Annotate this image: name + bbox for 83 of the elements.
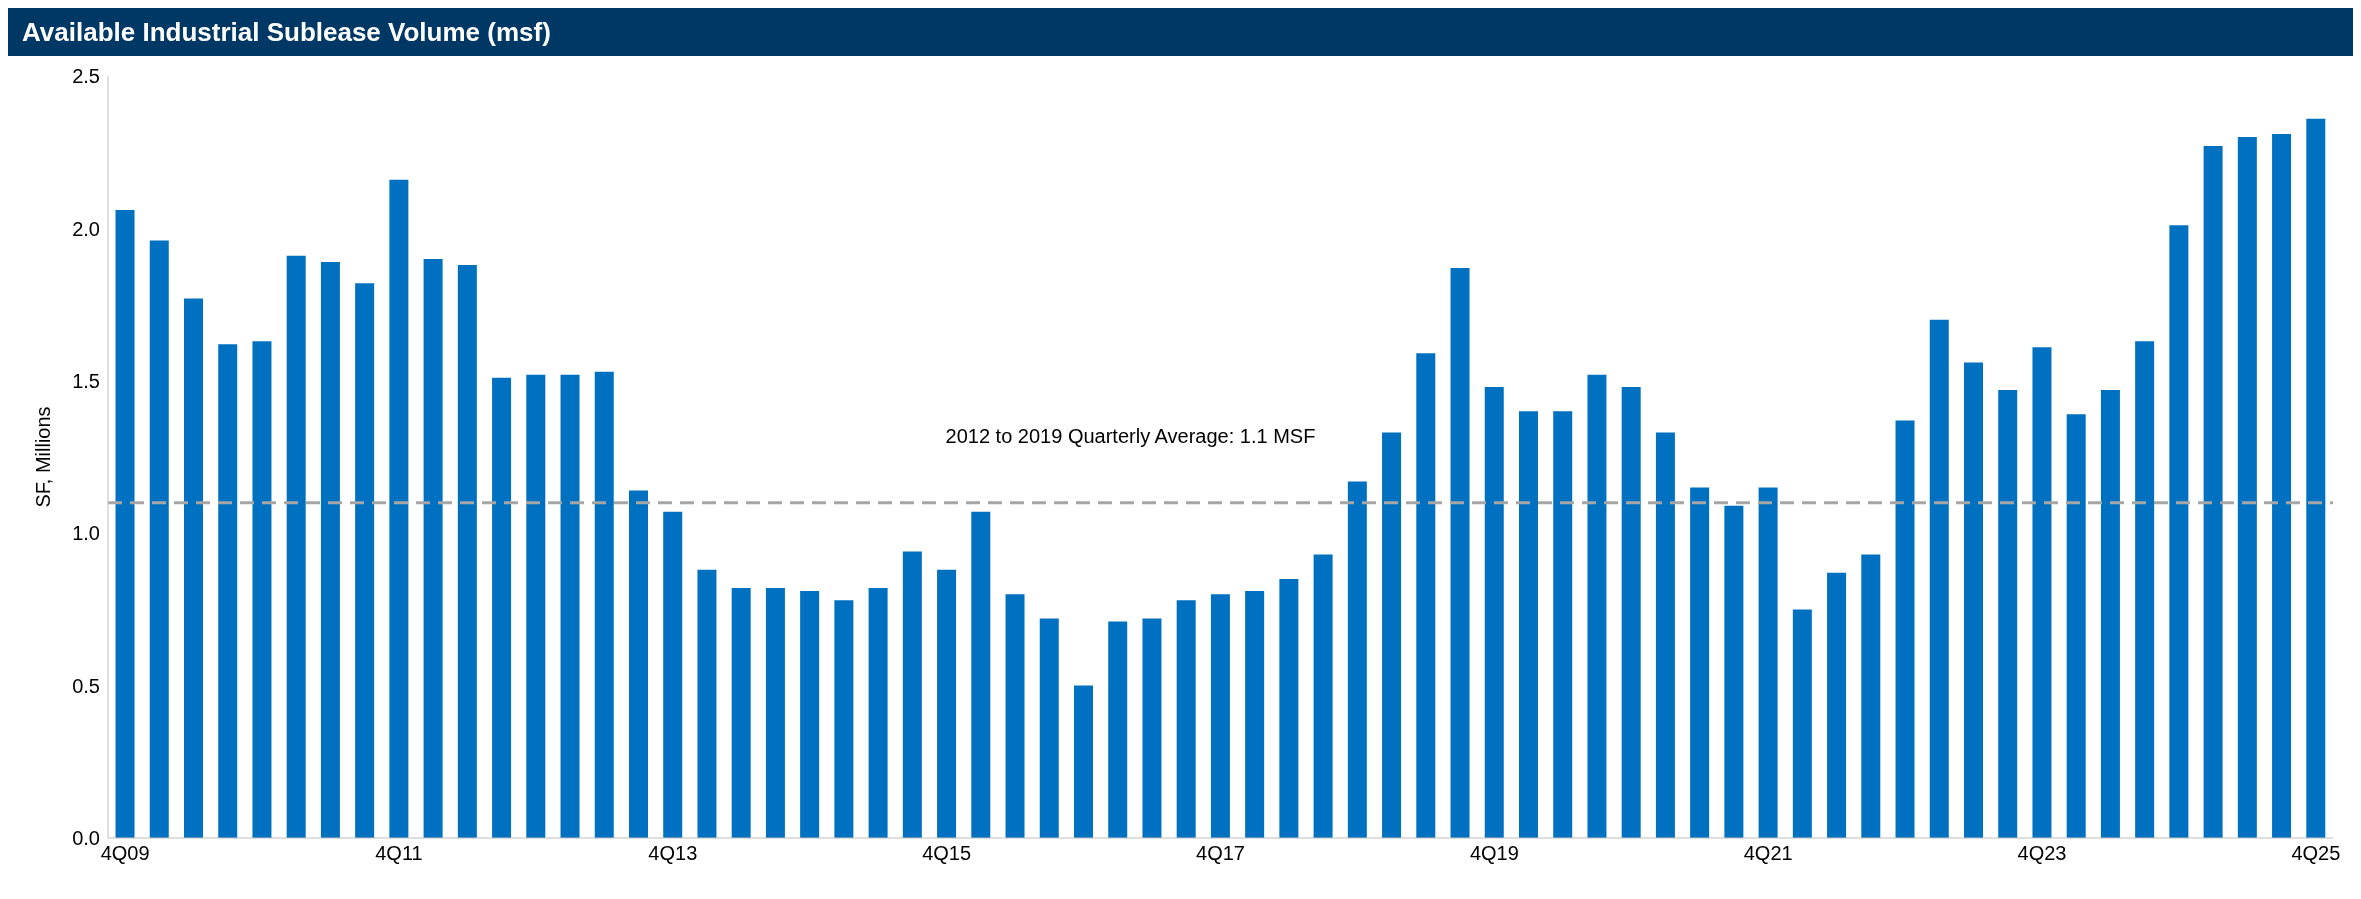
bar [663, 511, 683, 838]
bar [1279, 578, 1299, 838]
bar [868, 588, 888, 838]
bar [2272, 133, 2292, 838]
bar [2306, 118, 2326, 838]
bar [1176, 600, 1196, 838]
bar [1895, 420, 1915, 838]
x-tick-label: 4Q25 [2291, 842, 2341, 865]
chart-title: Available Industrial Sublease Volume (msf) [8, 8, 2353, 56]
y-tick-label: 0.5 [72, 674, 100, 697]
x-tick-label: 4Q19 [1469, 842, 1519, 865]
bar [1484, 386, 1504, 838]
bar [2203, 146, 2223, 838]
bar [697, 569, 717, 838]
x-tick-label: 4Q09 [100, 842, 150, 865]
bar [115, 210, 135, 838]
bar [286, 255, 306, 838]
bar [1347, 481, 1367, 838]
bar [1005, 594, 1025, 838]
x-tick-label: 4Q11 [375, 842, 423, 865]
bar [1792, 609, 1812, 838]
bar [765, 588, 785, 838]
bar [1758, 487, 1778, 838]
bar [1553, 411, 1573, 838]
bar [1416, 353, 1436, 838]
bar [1929, 319, 1949, 838]
bar [1963, 362, 1983, 838]
bar [800, 591, 820, 838]
bar [560, 374, 580, 838]
x-tick-label: 4Q13 [648, 842, 698, 865]
bar [834, 600, 854, 838]
bar [492, 377, 512, 838]
bar [1210, 594, 1230, 838]
bar [149, 240, 169, 838]
bar [183, 298, 203, 838]
bar [1655, 432, 1675, 838]
y-axis-title: SF, Millions [32, 406, 55, 508]
bar [1108, 621, 1128, 838]
bar [457, 264, 477, 838]
bar [1450, 268, 1470, 838]
bar [2135, 341, 2155, 838]
bar [1382, 432, 1402, 838]
bar [2100, 389, 2120, 838]
bar [252, 341, 272, 838]
bar [1518, 411, 1538, 838]
bar [594, 371, 614, 838]
bar [1861, 554, 1881, 838]
y-tick-label: 2.0 [72, 217, 100, 240]
bar [1724, 505, 1744, 838]
bar [2169, 225, 2189, 838]
bar [1073, 685, 1093, 838]
bar [1039, 618, 1059, 838]
bar [628, 490, 648, 838]
bar [937, 569, 957, 838]
bar [355, 283, 375, 838]
bar [2032, 347, 2052, 838]
x-tick-label: 4Q15 [922, 842, 972, 865]
bar [1827, 572, 1847, 838]
bar [971, 511, 991, 838]
bar [2237, 136, 2257, 838]
y-tick-label: 1.5 [72, 369, 100, 392]
bar [1621, 386, 1641, 838]
bar [902, 551, 922, 838]
bar [389, 179, 409, 838]
bar [2066, 414, 2086, 838]
x-tick-label: 4Q21 [1743, 842, 1793, 865]
ref-line-label: 2012 to 2019 Quarterly Average: 1.1 MSF [945, 424, 1316, 447]
bar [1690, 487, 1710, 838]
x-tick-label: 4Q17 [1196, 842, 1245, 865]
bar [1313, 554, 1333, 838]
y-tick-label: 2.5 [72, 65, 100, 88]
bar [526, 374, 546, 838]
bar [423, 258, 443, 838]
x-tick-label: 4Q23 [2017, 842, 2067, 865]
bar [731, 588, 751, 838]
bar [218, 344, 238, 838]
bar [1245, 591, 1265, 838]
bar [1142, 618, 1162, 838]
bar [1998, 389, 2018, 838]
y-tick-label: 1.0 [72, 522, 100, 545]
bar [1587, 374, 1607, 838]
bar [320, 261, 340, 838]
y-tick-label: 0.0 [72, 827, 100, 850]
